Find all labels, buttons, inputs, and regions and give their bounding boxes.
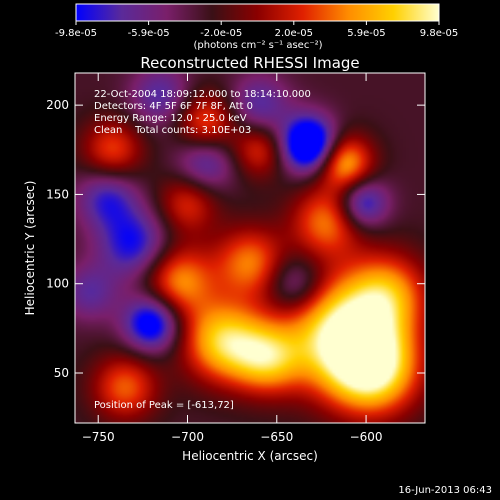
x-tick-label: −650 [260, 430, 293, 444]
annotation-time-range: 22-Oct-2004 18:09:12.000 to 18:14:10.000 [94, 89, 311, 100]
x-axis: −750 −700 −650 −600 [82, 73, 383, 444]
chart-title: Reconstructed RHESSI Image [140, 54, 359, 72]
heatmap-image [75, 73, 425, 423]
y-tick-label: 100 [46, 277, 69, 291]
x-tick-label: −750 [82, 430, 115, 444]
y-axis: 50 100 150 200 [46, 98, 425, 380]
x-tick-label: −600 [350, 430, 383, 444]
y-tick-label: 50 [54, 366, 69, 380]
x-axis-label: Heliocentric X (arcsec) [182, 449, 318, 463]
annotation-block: 22-Oct-2004 18:09:12.000 to 18:14:10.000… [94, 89, 311, 136]
colorbar-ticks: -9.8e-05 -5.9e-05 -2.0e-05 2.0e-05 5.9e-05 9.… [55, 21, 458, 39]
y-tick-label: 200 [46, 98, 69, 112]
colorbar-tick-label: -2.0e-05 [200, 28, 242, 39]
colorbar-unit-label: (photons cm⁻² s⁻¹ asec⁻²) [193, 40, 322, 51]
annotation-energy-range: Energy Range: 12.0 - 25.0 keV [94, 113, 247, 124]
colorbar-tick-label: 5.9e-05 [347, 28, 385, 39]
colorbar-tick-label: 9.8e-05 [420, 28, 458, 39]
colorbar-tick-label: -9.8e-05 [55, 28, 97, 39]
colorbar-tick-label: 2.0e-05 [275, 28, 313, 39]
rhessi-figure: -9.8e-05 -5.9e-05 -2.0e-05 2.0e-05 5.9e-05 9.… [23, 3, 458, 463]
x-tick-label: −700 [171, 430, 204, 444]
annotation-total-counts: Clean Total counts: 3.10E+03 [94, 125, 251, 136]
plot-frame [74, 72, 426, 424]
colorbar [75, 3, 440, 22]
y-axis-label: Heliocentric Y (arcsec) [23, 181, 37, 316]
footer-timestamp: 16-Jun-2013 06:43 [398, 485, 492, 496]
y-tick-label: 150 [46, 187, 69, 201]
annotation-detectors: Detectors: 4F 5F 6F 7F 8F, Att 0 [94, 101, 253, 112]
colorbar-tick-label: -5.9e-05 [128, 28, 170, 39]
peak-position-label: Position of Peak = [-613,72] [94, 400, 234, 411]
